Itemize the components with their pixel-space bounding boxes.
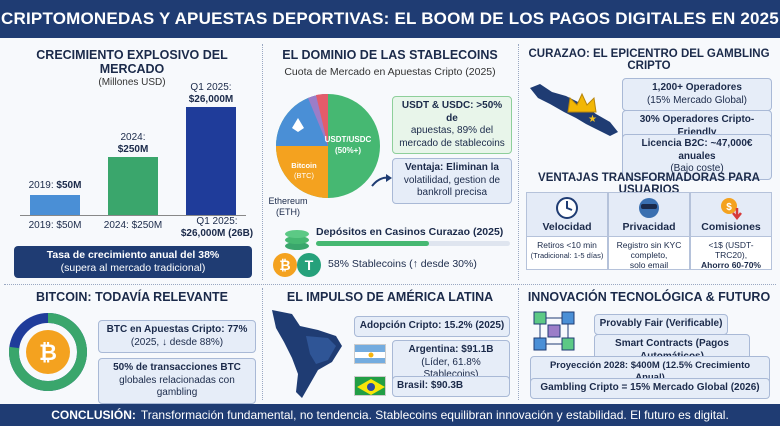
growth-subtitle: (Millones USD) [98,77,166,88]
btc-share-box: BTC en Apuestas Cripto: 77% (2025, ↓ desd… [98,320,256,353]
bitcoin-share-arc [9,313,87,391]
innovation-title: INNOVACIÓN TECNOLÓGICA & FUTURO [527,290,771,304]
clock-icon [556,197,578,219]
stablecoins-subtitle: Cuota de Mercado en Apuestas Cripto (202… [284,66,496,78]
coin-stack-icon [285,230,309,250]
svg-text:T: T [305,257,314,273]
advantages-panel: VENTAJAS TRANSFORMADORAS PARA USUARIOS V… [522,172,776,280]
advantage-privacy: Privacidad Registro sin KYC completo, solo… [608,192,690,270]
axis-label-2025: Q1 2025: $26,000M (26B) [180,216,254,239]
conclusion-banner: CONCLUSIÓN: Transformación fundamental, … [0,404,780,426]
global-share-box: Gambling Cripto = 15% Mercado Global (20… [530,378,770,399]
bar-2025-label: Q1 2025: $26,000M [188,82,234,105]
fees-down-icon: $ [721,198,742,220]
stablecoin-advantage-box: Ventaja: Eliminan la volatilidad, gestion… [392,158,512,204]
latam-title: EL IMPULSO DE AMÉRICA LATINA [286,290,494,304]
curacao-panel: CURAZAO: EL EPICENTRO DEL GAMBLING CRIPT… [522,48,776,180]
deposits-text: 58% Stablecoins (↑ desde 30%) [328,258,477,270]
pie-usdt-pct: (50%+) [335,146,361,155]
eth-label: Ethereum (ETH) [268,196,308,217]
bitcoin-donut-chart: ₿ [9,313,87,391]
provably-fair-box: Provably Fair (Verificable) [594,314,728,335]
crown-icon [567,92,597,113]
conclusion-label: CONCLUSIÓN: [51,408,136,422]
bar-2024 [108,157,158,215]
license-box: Licencia B2C: ~47,000€ anuales (Bajo cost… [622,134,772,180]
btc-gambling-box: 50% de transacciones BTC globales relacio… [98,358,256,404]
pie-usdt-label: USDT/USDC [325,135,372,144]
divider [262,288,263,400]
svg-text:₿: ₿ [39,340,57,365]
svg-text:$: $ [726,202,732,213]
axis-label-2019: 2019: $50M [28,220,82,231]
growth-title: CRECIMIENTO EXPLOSIVO DEL MERCADO [36,48,228,76]
deposits-progress-fill [316,241,429,246]
pie-btc-sub: (BTC) [294,171,314,180]
bar-2019 [30,195,80,215]
brazil-box: Brasil: $90.3B [392,376,510,397]
argentina-flag-icon [354,344,386,364]
bar-2019-label: 2019: $50M [28,180,82,191]
innovation-panel: INNOVACIÓN TECNOLÓGICA & FUTURO Provably… [522,290,776,400]
stablecoins-title: EL DOMINIO DE LAS STABLECOINS [282,48,498,62]
bitcoin-title: BITCOIN: TODAVÍA RELEVANTE [36,290,228,304]
conclusion-text: Transformación fundamental, no tendencia… [140,408,729,422]
growth-chart: 2019: $50M 2024: $250M Q1 2025: $26,000M [20,80,246,216]
brazil-flag-icon [354,376,386,396]
page-title: CRIPTOMONEDAS Y APUESTAS DEPORTIVAS: EL … [0,0,780,38]
latam-panel: EL IMPULSO DE AMÉRICA LATINA Adopción Cr… [266,290,514,400]
deposits-title: Depósitos en Casinos Curazao (2025) [316,226,504,238]
stablecoin-share-box: USDT & USDC: >50% de apuestas, 89% del mer… [392,96,512,154]
latam-adoption-box: Adopción Cripto: 15.2% (2025) [354,316,510,337]
svg-text:₿: ₿ [279,257,290,273]
tether-coin-icon: T [297,253,321,277]
advantage-speed: Velocidad Retiros <10 min (Tradicional: 1… [526,192,608,270]
stablecoin-pie-chart: USDT/USDC (50%+) Bitcoin (BTC) [276,93,380,198]
svg-text:★: ★ [588,114,597,125]
deposits-progress [316,241,510,246]
pie-slice-btc [276,146,328,198]
curacao-title: CURAZAO: EL EPICENTRO DEL GAMBLING CRIPT… [528,48,770,72]
bar-2024-label: 2024: $250M [117,132,149,155]
growth-rate-banner: Tasa de crecimiento anual del 38% (supera… [14,246,252,279]
bitcoin-coin-icon: ₿ [273,253,297,277]
bitcoin-icon [26,330,70,374]
divider [262,44,263,280]
divider [518,288,519,400]
growth-panel: CRECIMIENTO EXPLOSIVO DEL MERCADO (Millo… [6,48,258,280]
divider [4,284,776,285]
pie-slice-other2 [316,93,328,146]
axis-label-2024: 2024: $250M [103,220,163,231]
pie-btc-label: Bitcoin [291,161,317,170]
mask-icon [639,198,659,218]
stablecoins-panel: EL DOMINIO DE LAS STABLECOINS Cuota de M… [266,48,514,280]
advantage-fees: $ Comisiones <1$ (USDT-TRC20), Ahorro 60-… [690,192,772,270]
latam-map-icon [272,310,342,398]
arrow-icon [371,174,392,187]
bitcoin-panel: BITCOIN: TODAVÍA RELEVANTE ₿ BTC en Apue… [6,290,258,404]
bar-2025 [186,107,236,215]
operators-box: 1,200+ Operadores (15% Mercado Global) [622,78,772,111]
blockchain-icon [533,311,575,351]
ethereum-icon [292,118,304,132]
divider [518,44,519,280]
